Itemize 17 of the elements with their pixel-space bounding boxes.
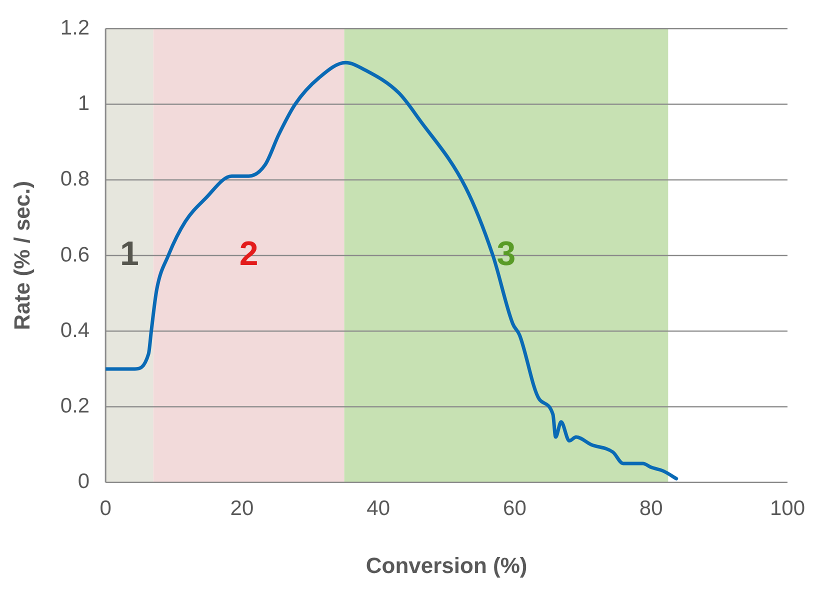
y-tick-label: 1 bbox=[78, 92, 90, 116]
x-tick-label: 0 bbox=[100, 496, 112, 520]
x-tick-label: 60 bbox=[503, 496, 526, 520]
y-tick-label: 0 bbox=[78, 470, 90, 494]
y-tick-label: 0.6 bbox=[60, 243, 90, 266]
x-tick-label: 20 bbox=[230, 496, 254, 520]
y-tick-label: 0.2 bbox=[60, 394, 90, 418]
x-axis-title: Conversion (%) bbox=[366, 552, 528, 578]
y-tick-label: 1.2 bbox=[60, 16, 90, 40]
band-label: 2 bbox=[239, 234, 258, 273]
y-tick-label: 0.8 bbox=[60, 168, 90, 191]
y-tick-label: 0.4 bbox=[60, 318, 90, 342]
x-tick-label: 40 bbox=[366, 496, 390, 520]
x-tick-label: 100 bbox=[770, 496, 806, 520]
line-series bbox=[106, 60, 678, 480]
y-axis-title: Rate (% / sec.) bbox=[9, 180, 34, 330]
x-tick-label: 80 bbox=[639, 496, 663, 520]
